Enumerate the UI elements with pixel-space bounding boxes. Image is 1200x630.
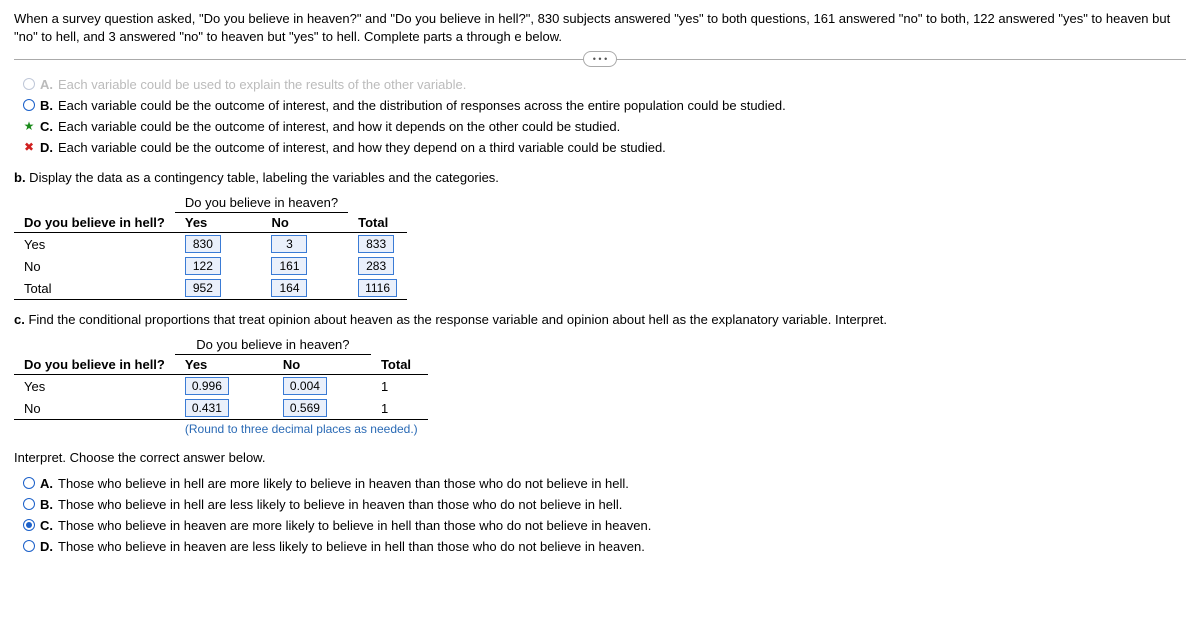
cell-input[interactable]: 0.431 [185, 399, 229, 417]
cell-input[interactable]: 0.569 [283, 399, 327, 417]
choice-c: ★ C. Each variable could be the outcome … [18, 116, 1186, 137]
interp-choice-b: B. Those who believe in hell are less li… [18, 494, 1186, 515]
incorrect-icon: ✖ [24, 141, 34, 153]
col-yes: Yes [185, 357, 207, 372]
cell-total: 1 [371, 397, 428, 420]
radio-c[interactable] [23, 519, 35, 531]
cell-input[interactable]: 0.004 [283, 377, 327, 395]
choice-d: ✖ D. Each variable could be the outcome … [18, 137, 1186, 158]
interpret-prompt: Interpret. Choose the correct answer bel… [14, 450, 1186, 465]
row-header: Do you believe in hell? [24, 357, 165, 372]
question-intro: When a survey question asked, "Do you be… [14, 10, 1186, 45]
choice-letter: A. [40, 476, 58, 491]
radio-d[interactable] [23, 540, 35, 552]
cell-input[interactable]: 3 [271, 235, 307, 253]
choice-text: Those who believe in hell are less likel… [58, 497, 1186, 512]
round-note: (Round to three decimal places as needed… [175, 420, 428, 439]
part-b-prompt: b. Display the data as a contingency tab… [14, 170, 1186, 185]
choice-letter: B. [40, 497, 58, 512]
row-label: Yes [14, 233, 175, 256]
cell-input[interactable]: 0.996 [185, 377, 229, 395]
cell-input[interactable]: 122 [185, 257, 221, 275]
choice-text: Each variable could be the outcome of in… [58, 119, 1186, 134]
radio-b[interactable] [23, 99, 35, 111]
col-yes: Yes [185, 215, 207, 230]
choice-letter: B. [40, 98, 58, 113]
radio-a[interactable] [23, 477, 35, 489]
table-super-header: Do you believe in heaven? [175, 335, 371, 355]
choice-text: Those who believe in hell are more likel… [58, 476, 1186, 491]
contingency-table-b: Do you believe in heaven? Do you believe… [14, 193, 407, 300]
choice-a: A. Each variable could be used to explai… [18, 74, 1186, 95]
choice-letter: D. [40, 539, 58, 554]
radio-b[interactable] [23, 498, 35, 510]
choice-b: B. Each variable could be the outcome of… [18, 95, 1186, 116]
choice-text: Those who believe in heaven are more lik… [58, 518, 1186, 533]
col-total: Total [358, 215, 388, 230]
cell-input[interactable]: 830 [185, 235, 221, 253]
cell-total: 1 [371, 375, 428, 398]
contingency-table-c: Do you believe in heaven? Do you believe… [14, 335, 428, 438]
col-no: No [283, 357, 300, 372]
col-total: Total [381, 357, 411, 372]
choice-letter: C. [40, 518, 58, 533]
part-a-choices: A. Each variable could be used to explai… [18, 74, 1186, 158]
row-label: No [14, 255, 175, 277]
choice-letter: D. [40, 140, 58, 155]
cell-input[interactable]: 283 [358, 257, 394, 275]
interp-choice-c: C. Those who believe in heaven are more … [18, 515, 1186, 536]
row-label: Total [14, 277, 175, 300]
interp-choice-a: A. Those who believe in hell are more li… [18, 473, 1186, 494]
cell-input[interactable]: 833 [358, 235, 394, 253]
choice-text: Each variable could be used to explain t… [58, 77, 1186, 92]
choice-letter: C. [40, 119, 58, 134]
part-b-letter: b. [14, 170, 26, 185]
part-c-choices: A. Those who believe in hell are more li… [18, 473, 1186, 557]
part-c-prompt: c. Find the conditional proportions that… [14, 312, 1186, 327]
cell-input[interactable]: 1116 [358, 279, 397, 297]
choice-text: Each variable could be the outcome of in… [58, 140, 1186, 155]
interp-choice-d: D. Those who believe in heaven are less … [18, 536, 1186, 557]
ellipsis-bubble: • • • [583, 51, 617, 67]
cell-input[interactable]: 164 [271, 279, 307, 297]
correct-icon: ★ [24, 120, 35, 132]
part-b-text: Display the data as a contingency table,… [26, 170, 499, 185]
col-no: No [271, 215, 288, 230]
row-label: Yes [14, 375, 175, 398]
part-c-letter: c. [14, 312, 25, 327]
section-divider: • • • [14, 59, 1186, 60]
choice-text: Those who believe in heaven are less lik… [58, 539, 1186, 554]
row-header: Do you believe in hell? [24, 215, 165, 230]
choice-letter: A. [40, 77, 58, 92]
cell-input[interactable]: 161 [271, 257, 307, 275]
cell-input[interactable]: 952 [185, 279, 221, 297]
part-c-text: Find the conditional proportions that tr… [25, 312, 887, 327]
choice-text: Each variable could be the outcome of in… [58, 98, 1186, 113]
row-label: No [14, 397, 175, 420]
table-super-header: Do you believe in heaven? [175, 193, 348, 213]
radio-a[interactable] [23, 78, 35, 90]
